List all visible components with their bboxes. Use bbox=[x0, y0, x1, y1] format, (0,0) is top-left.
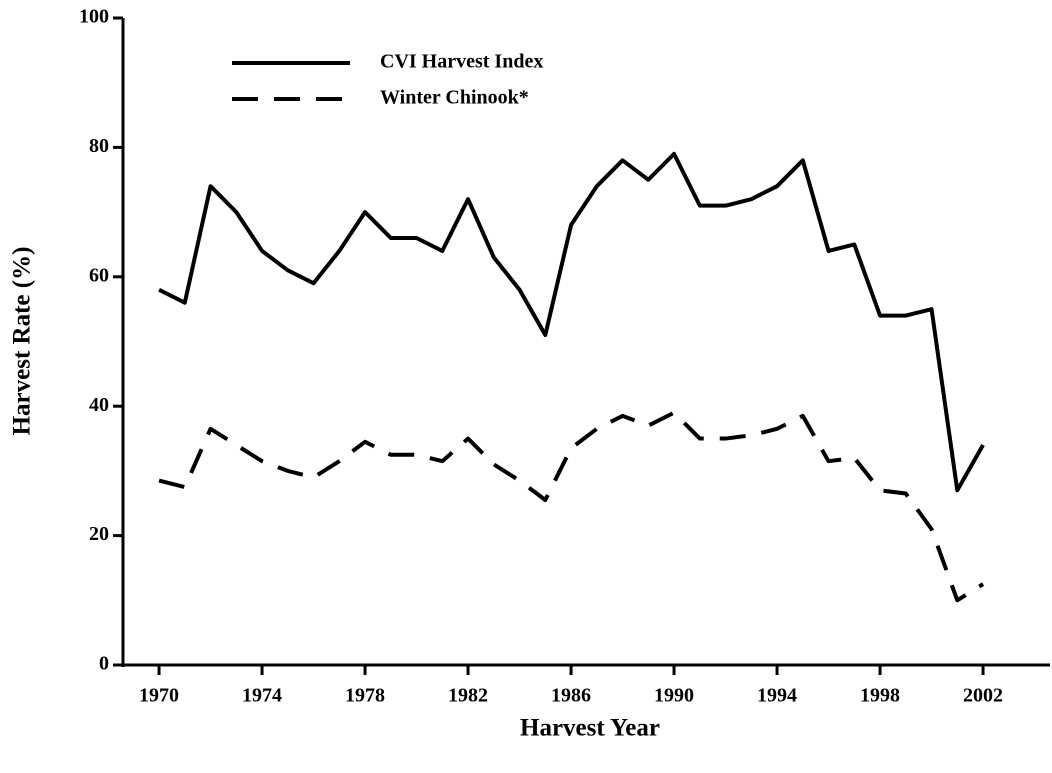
x-tick-label: 1982 bbox=[448, 685, 488, 707]
x-tick-label: 1990 bbox=[654, 685, 694, 707]
series-line bbox=[158, 410, 985, 603]
series-line bbox=[158, 151, 985, 493]
y-tick-label: 0 bbox=[99, 653, 109, 675]
y-tick-label: 80 bbox=[89, 135, 109, 157]
x-axis-label: Harvest Year bbox=[520, 715, 660, 742]
y-tick-label: 100 bbox=[79, 6, 109, 28]
y-tick-label: 20 bbox=[89, 523, 109, 545]
x-tick-label: 1994 bbox=[757, 685, 797, 707]
x-tick-label: 2002 bbox=[963, 685, 1003, 707]
y-tick-label: 60 bbox=[89, 264, 109, 286]
y-tick-label: 40 bbox=[89, 394, 109, 416]
x-tick-label: 1978 bbox=[345, 685, 385, 707]
x-tick-label: 1970 bbox=[139, 685, 179, 707]
x-tick-label: 1986 bbox=[551, 685, 591, 707]
legend-label: Winter Chinook* bbox=[380, 87, 529, 109]
x-tick-label: 1974 bbox=[242, 685, 282, 707]
y-axis-label: Harvest Rate (%) bbox=[9, 247, 36, 436]
legend-label: CVI Harvest Index bbox=[380, 51, 543, 73]
x-tick-label: 1998 bbox=[860, 685, 900, 707]
